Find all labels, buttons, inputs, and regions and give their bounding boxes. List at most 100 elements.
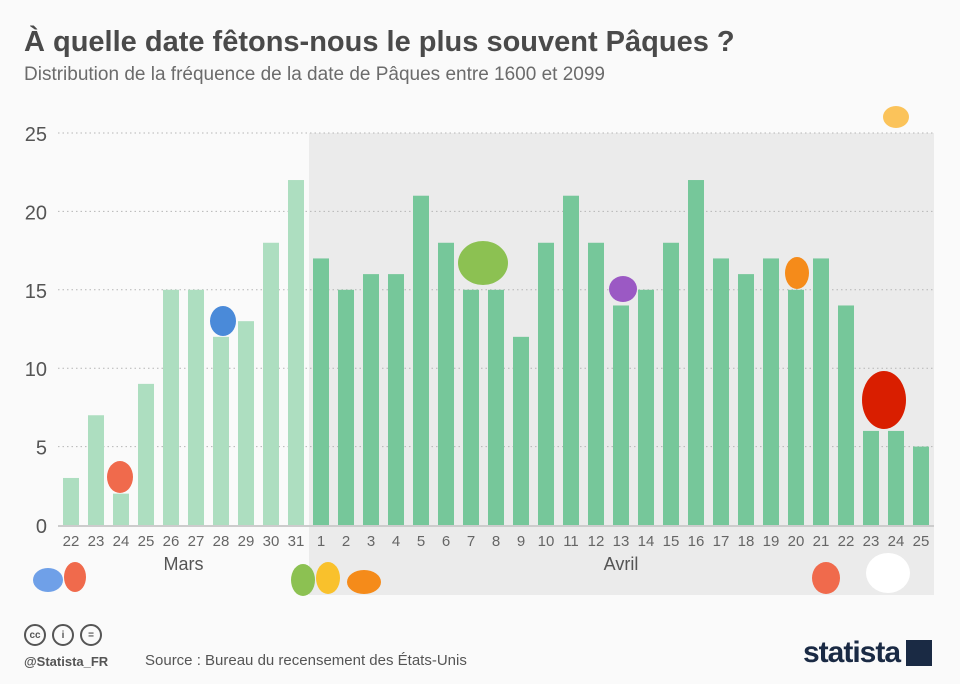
license-icons: cc i = xyxy=(24,624,102,646)
x-tick-label: 25 xyxy=(913,533,930,550)
easter-egg-icon xyxy=(785,257,809,289)
bar-avril-22 xyxy=(838,305,854,525)
bar-mars-23 xyxy=(88,415,104,525)
bar-mars-24 xyxy=(113,493,129,525)
x-tick-label: 20 xyxy=(788,533,805,550)
bar-avril-1 xyxy=(313,258,329,525)
x-tick-label: 22 xyxy=(63,533,80,550)
easter-egg-icon xyxy=(812,562,840,594)
x-tick-label: 16 xyxy=(688,533,705,550)
bar-avril-9 xyxy=(513,336,529,525)
x-tick-label: 18 xyxy=(738,533,755,550)
bar-avril-4 xyxy=(388,274,404,525)
bar-avril-18 xyxy=(738,274,754,525)
easter-egg-icon xyxy=(316,562,340,594)
x-tick-label: 22 xyxy=(838,533,855,550)
easter-egg-icon xyxy=(291,564,315,596)
bar-avril-3 xyxy=(363,274,379,525)
bar-mars-31 xyxy=(288,180,304,526)
x-tick-label: 28 xyxy=(213,533,230,550)
bar-avril-7 xyxy=(463,289,479,525)
bar-avril-20 xyxy=(788,289,804,525)
bar-avril-19 xyxy=(763,258,779,525)
cc-icon: cc xyxy=(24,624,46,646)
easter-egg-icon xyxy=(107,461,133,493)
attribution-icon: i xyxy=(52,624,74,646)
easter-egg-icon xyxy=(458,241,508,285)
bar-avril-10 xyxy=(538,242,554,525)
bar-avril-15 xyxy=(663,242,679,525)
bar-avril-16 xyxy=(688,180,704,526)
easter-egg-icon xyxy=(347,570,381,594)
source-text: Source : Bureau du recensement des États… xyxy=(145,652,467,669)
bar-avril-2 xyxy=(338,289,354,525)
bar-mars-25 xyxy=(138,383,154,525)
no-derivatives-icon: = xyxy=(80,624,102,646)
x-tick-label: 10 xyxy=(538,533,555,550)
x-tick-label: 9 xyxy=(517,533,525,550)
y-tick-label: 5 xyxy=(36,438,47,460)
x-tick-label: 8 xyxy=(492,533,500,550)
bar-avril-6 xyxy=(438,242,454,525)
easter-egg-icon xyxy=(64,562,86,592)
x-tick-label: 27 xyxy=(188,533,205,550)
bar-avril-21 xyxy=(813,258,829,525)
y-tick-label: 0 xyxy=(36,516,47,538)
bar-mars-22 xyxy=(63,477,79,525)
bar-avril-17 xyxy=(713,258,729,525)
x-tick-label: 23 xyxy=(863,533,880,550)
x-tick-label: 17 xyxy=(713,533,730,550)
x-tick-label: 5 xyxy=(417,533,425,550)
x-tick-label: 2 xyxy=(342,533,350,550)
y-tick-label: 20 xyxy=(25,202,47,224)
x-tick-label: 29 xyxy=(238,533,255,550)
x-tick-label: 15 xyxy=(663,533,680,550)
bar-avril-24 xyxy=(888,430,904,525)
chart-subtitle: Distribution de la fréquence de la date … xyxy=(24,64,605,85)
x-tick-label: 25 xyxy=(138,533,155,550)
y-tick-label: 10 xyxy=(25,359,47,381)
bar-mars-27 xyxy=(188,289,204,525)
easter-egg-icon xyxy=(862,371,906,429)
bar-mars-26 xyxy=(163,289,179,525)
bar-mars-29 xyxy=(238,321,254,525)
easter-egg-icon xyxy=(210,306,236,336)
x-tick-label: 30 xyxy=(263,533,280,550)
bar-avril-25 xyxy=(913,446,929,525)
x-tick-label: 11 xyxy=(563,533,579,550)
x-tick-label: 31 xyxy=(288,533,305,550)
bar-avril-8 xyxy=(488,289,504,525)
logo-mark-icon xyxy=(906,640,933,666)
bar-avril-11 xyxy=(563,195,579,525)
bar-avril-5 xyxy=(413,195,429,525)
y-tick-label: 25 xyxy=(25,124,47,146)
bar-avril-13 xyxy=(613,305,629,525)
x-tick-label: 13 xyxy=(613,533,630,550)
bar-avril-14 xyxy=(638,289,654,525)
chick-icon xyxy=(883,106,909,128)
twitter-handle: @Statista_FR xyxy=(24,654,109,669)
statista-logo[interactable]: statista xyxy=(803,636,933,670)
x-tick-label: 3 xyxy=(367,533,375,550)
x-tick-label: 24 xyxy=(888,533,905,550)
bunny-icon xyxy=(866,553,910,593)
x-tick-label: 21 xyxy=(813,533,830,550)
logo-text: statista xyxy=(803,636,901,669)
easter-egg-icon xyxy=(33,568,63,592)
easter-egg-icon xyxy=(609,276,637,302)
month-label: Avril xyxy=(604,554,639,574)
x-tick-label: 26 xyxy=(163,533,180,550)
bar-mars-28 xyxy=(213,336,229,525)
x-tick-label: 24 xyxy=(113,533,130,550)
x-tick-label: 23 xyxy=(88,533,105,550)
x-tick-label: 6 xyxy=(442,533,450,550)
bar-avril-12 xyxy=(588,242,604,525)
x-tick-label: 4 xyxy=(392,533,400,550)
x-tick-label: 7 xyxy=(467,533,475,550)
x-tick-label: 14 xyxy=(638,533,655,550)
bar-mars-30 xyxy=(263,242,279,525)
x-tick-label: 12 xyxy=(588,533,605,550)
y-tick-label: 15 xyxy=(25,281,47,303)
